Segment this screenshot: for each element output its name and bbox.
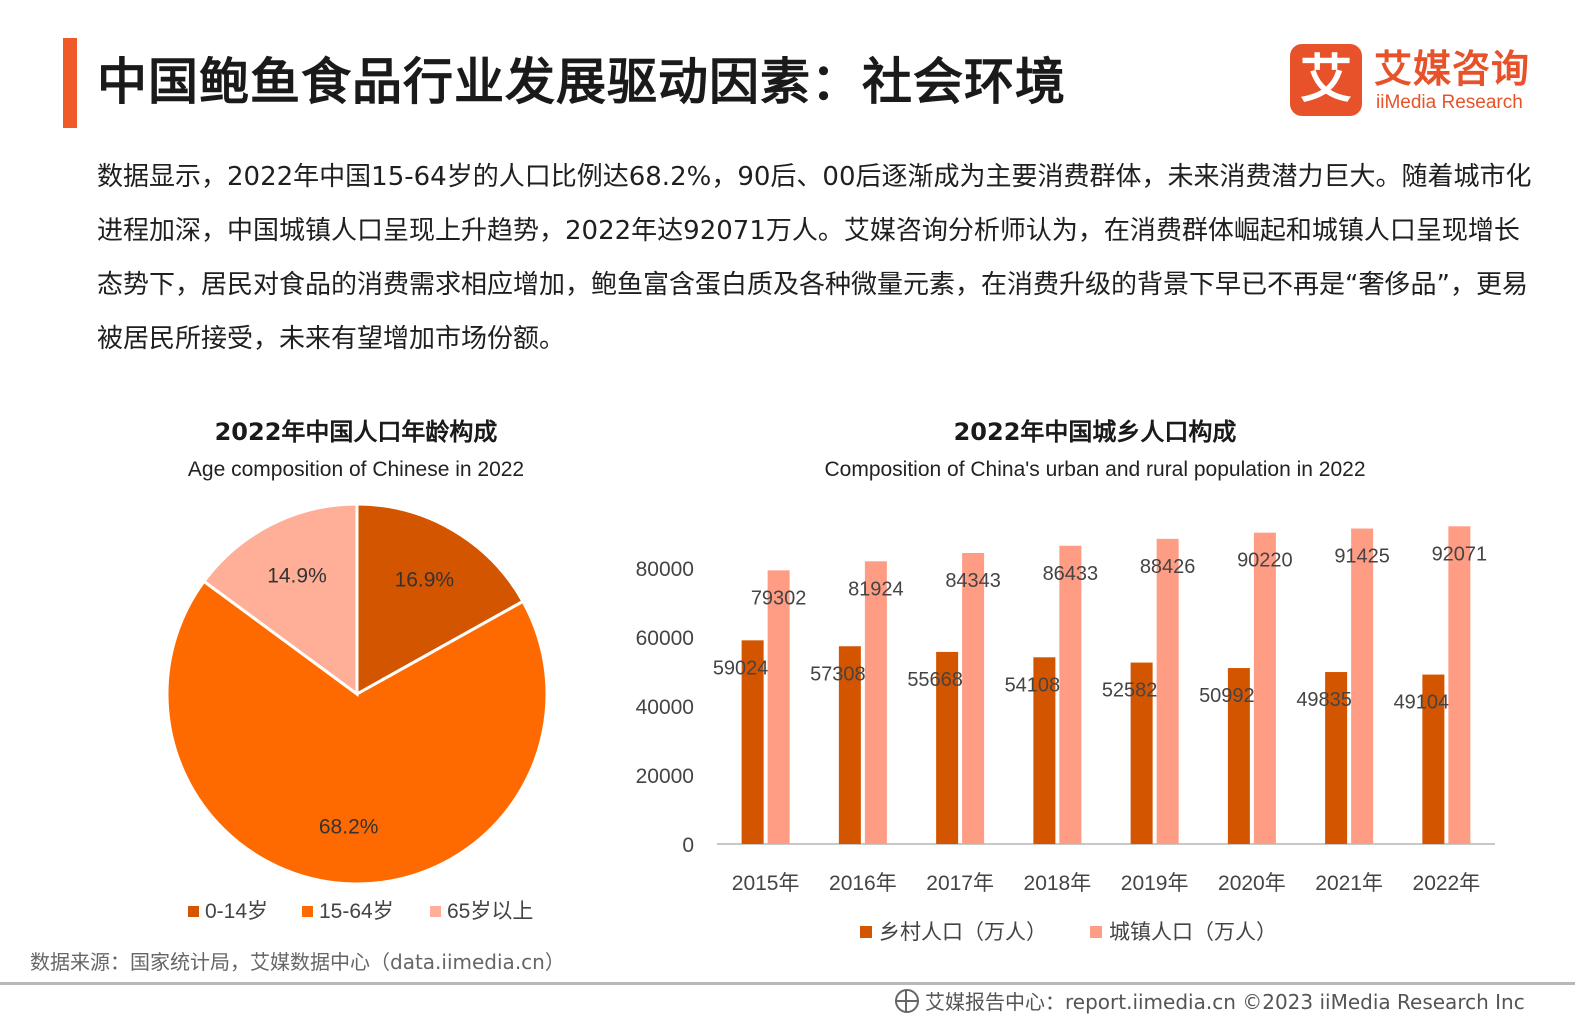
logo-chinese-name: 艾媒咨询	[1374, 47, 1531, 91]
rural-bar	[936, 651, 959, 844]
pie-slice	[355, 502, 525, 697]
x-tick-label: 2022年	[1413, 872, 1481, 895]
y-tick-label: 80000	[636, 558, 694, 581]
bar-data-label: 81924	[848, 578, 904, 600]
urban-bar	[1448, 526, 1471, 844]
bar-legend-item: 乡村人口（万人）	[860, 921, 1047, 944]
urban-bar	[962, 552, 985, 844]
bar-data-label: 79302	[751, 587, 807, 609]
x-tick-label: 2020年	[1218, 872, 1286, 895]
title-accent-bar	[63, 38, 77, 128]
bar-data-label: 49835	[1296, 689, 1352, 711]
x-tick-label: 2015年	[732, 872, 800, 895]
legend-label: 15-64岁	[319, 900, 394, 923]
globe-icon	[895, 989, 919, 1013]
bar-data-label: 57308	[810, 663, 866, 685]
pie-legend-item: 65岁以上	[430, 900, 533, 923]
pie-data-label: 16.9%	[395, 568, 455, 591]
x-tick-label: 2016年	[829, 872, 897, 895]
footer-text: 艾媒报告中心：report.iimedia.cn ©2023 iiMedia R…	[925, 990, 1525, 1014]
bar-data-label: 59024	[713, 657, 769, 679]
bar-data-label: 50992	[1199, 685, 1255, 707]
bar-legend-item: 城镇人口（万人）	[1090, 921, 1277, 944]
urban-bar	[1351, 528, 1374, 844]
y-tick-label: 20000	[636, 765, 694, 788]
urban-bar	[864, 561, 887, 844]
pie-legend-item: 0-14岁	[188, 900, 268, 923]
pie-data-label: 68.2%	[319, 816, 379, 839]
legend-label: 乡村人口（万人）	[879, 921, 1047, 944]
pie-slice	[165, 579, 549, 886]
bar-data-label: 88426	[1140, 556, 1196, 578]
y-tick-label: 60000	[636, 627, 694, 650]
urban-bar	[1253, 532, 1276, 844]
bar-data-label: 54108	[1005, 674, 1061, 696]
bar-chart-subtitle: Composition of China's urban and rural p…	[824, 458, 1366, 481]
y-tick-label: 0	[682, 834, 694, 857]
bar-data-label: 92071	[1432, 543, 1488, 565]
legend-swatch	[188, 906, 199, 917]
pie-legend-item: 15-64岁	[302, 900, 394, 923]
footer-divider	[0, 982, 1575, 985]
bar-data-label: 84343	[945, 570, 1001, 592]
bar-chart-title: 2022年中国城乡人口构成	[953, 418, 1237, 446]
y-tick-label: 40000	[636, 696, 694, 719]
legend-swatch	[860, 926, 872, 938]
footer: 艾媒报告中心：report.iimedia.cn ©2023 iiMedia R…	[895, 986, 1525, 1015]
logo-mark-icon: 艾	[1290, 44, 1362, 116]
x-tick-label: 2021年	[1315, 872, 1383, 895]
bar-data-label: 52582	[1102, 680, 1158, 702]
rural-bar	[1130, 662, 1153, 844]
bar-data-label: 55668	[907, 669, 963, 691]
bar-chart: 0 20000 40000 60000 80000 59024 79302 2015年 5730…	[636, 526, 1495, 944]
rural-bar	[1422, 674, 1445, 844]
legend-label: 65岁以上	[447, 900, 533, 923]
brand-logo: 艾 艾媒咨询 iiMedia Research	[1290, 44, 1550, 118]
rural-bar	[1325, 672, 1348, 844]
bar-data-label: 90220	[1237, 550, 1293, 572]
bar-data-label: 49104	[1394, 692, 1450, 714]
x-tick-label: 2019年	[1121, 872, 1189, 895]
pie-chart-title: 2022年中国人口年龄构成	[214, 418, 498, 446]
legend-label: 0-14岁	[205, 900, 268, 923]
x-tick-label: 2017年	[926, 872, 994, 895]
rural-bar	[1033, 657, 1056, 844]
data-source-note: 数据来源：国家统计局，艾媒数据中心（data.iimedia.cn）	[30, 950, 565, 974]
legend-swatch	[1090, 926, 1102, 938]
bar-data-label: 86433	[1043, 563, 1099, 585]
rural-bar	[1227, 668, 1250, 844]
legend-label: 城镇人口（万人）	[1109, 921, 1277, 944]
x-tick-label: 2018年	[1024, 872, 1092, 895]
bar-data-label: 91425	[1334, 546, 1390, 568]
pie-chart: 16.9% 68.2% 14.9% 0-14岁 15-64岁 65岁以上	[165, 502, 549, 923]
summary-paragraph: 数据显示，2022年中国15-64岁的人口比例达68.2%，90后、00后逐渐成…	[97, 162, 1532, 354]
urban-bar	[1059, 545, 1082, 844]
legend-swatch	[302, 906, 313, 917]
logo-english-name: iiMedia Research	[1376, 92, 1523, 113]
rural-bar	[741, 640, 764, 844]
urban-bar	[1156, 538, 1179, 844]
pie-data-label: 14.9%	[267, 564, 327, 587]
pie-slice	[201, 502, 359, 697]
legend-swatch	[430, 906, 441, 917]
page-title: 中国鲍鱼食品行业发展驱动因素：社会环境	[97, 53, 1066, 111]
pie-chart-subtitle: Age composition of Chinese in 2022	[187, 458, 525, 481]
rural-bar	[838, 646, 861, 844]
urban-bar	[767, 570, 790, 844]
